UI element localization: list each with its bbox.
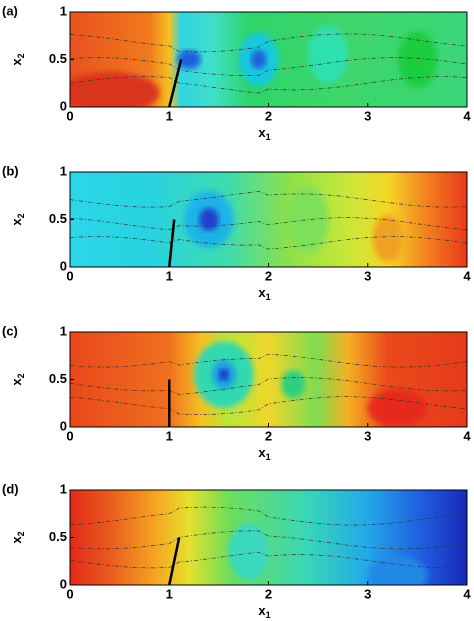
streamline: [70, 530, 467, 550]
contour-field: [70, 172, 467, 267]
x-tick-label: 3: [364, 108, 371, 123]
contour-field: [70, 332, 467, 427]
x-tick-label: 4: [463, 108, 471, 123]
y-axis-label: x2: [9, 373, 26, 385]
y-axis-label-sub: 2: [16, 531, 26, 536]
y-axis-label: x2: [9, 213, 26, 225]
x-tick-label: 0: [66, 586, 73, 601]
x-axis-label: x1: [258, 285, 270, 302]
streamline: [70, 236, 467, 250]
x-axis-label-main: x: [258, 603, 266, 618]
y-tick-label: 0.5: [49, 211, 67, 226]
streamline: [70, 377, 467, 395]
y-tick-label: 0: [60, 98, 67, 113]
y-axis-label: x2: [9, 531, 26, 543]
panel-label: (c): [2, 323, 18, 338]
y-tick-label: 1: [60, 163, 67, 178]
contour-field: [70, 490, 467, 585]
x-tick-label: 3: [364, 586, 371, 601]
x-tick-label: 2: [265, 428, 272, 443]
x-tick-label: 4: [463, 586, 471, 601]
field-blob: [281, 370, 306, 399]
x-axis-label: x1: [258, 603, 270, 620]
streamline: [70, 57, 467, 76]
field-blob: [367, 556, 428, 585]
y-tick-label: 0: [60, 576, 67, 591]
field-blob: [308, 26, 348, 84]
x-axis-label-sub: 1: [266, 292, 271, 302]
y-axis-label-main: x: [9, 536, 24, 544]
x-tick-label: 1: [166, 586, 173, 601]
y-tick-label: 1: [60, 481, 67, 496]
y-tick-label: 0: [60, 418, 67, 433]
x-tick-label: 2: [265, 586, 272, 601]
field-blob: [372, 214, 403, 263]
plate: [168, 219, 176, 267]
y-axis-label: x2: [9, 53, 26, 65]
field-blob: [70, 71, 160, 107]
y-axis-label-main: x: [9, 58, 24, 66]
plate: [168, 537, 181, 585]
x-tick-label: 2: [265, 108, 272, 123]
y-axis-label-sub: 2: [16, 213, 26, 218]
streamline: [70, 506, 467, 526]
field-blob: [367, 389, 428, 427]
field-blob: [228, 523, 269, 581]
x-tick-label: 2: [265, 268, 272, 283]
y-axis-label-main: x: [9, 218, 24, 226]
x-axis-label-sub: 1: [266, 132, 271, 142]
x-tick-label: 1: [166, 108, 173, 123]
streamline: [70, 76, 467, 94]
streamline: [70, 33, 467, 53]
field-blob: [199, 208, 219, 231]
y-tick-label: 0.5: [49, 371, 67, 386]
x-axis-label-sub: 1: [266, 610, 271, 620]
x-tick-label: 0: [66, 108, 73, 123]
x-tick-label: 4: [463, 268, 471, 283]
x-tick-label: 3: [364, 428, 371, 443]
field-blob: [397, 31, 438, 88]
plate: [168, 59, 183, 107]
panel-label: (d): [2, 481, 19, 496]
streamline: [70, 191, 467, 208]
y-tick-label: 0: [60, 258, 67, 273]
x-axis-label-main: x: [258, 445, 266, 460]
streamline: [70, 217, 467, 231]
x-axis-label-main: x: [258, 285, 266, 300]
streamline: [70, 396, 467, 415]
contour-field: [70, 12, 467, 107]
x-axis-label: x1: [258, 445, 270, 462]
y-tick-label: 0.5: [49, 529, 67, 544]
x-tick-label: 1: [166, 268, 173, 283]
y-axis-label-sub: 2: [16, 53, 26, 58]
y-axis-label-main: x: [9, 378, 24, 386]
y-axis-label-sub: 2: [16, 373, 26, 378]
x-axis-label-main: x: [258, 125, 266, 140]
y-tick-label: 0.5: [49, 51, 67, 66]
panel-label: (b): [2, 163, 19, 178]
y-tick-label: 1: [60, 3, 67, 18]
x-axis-label: x1: [258, 125, 270, 142]
y-tick-label: 1: [60, 323, 67, 338]
x-tick-label: 0: [66, 268, 73, 283]
streamline: [70, 551, 467, 569]
x-tick-label: 3: [364, 268, 371, 283]
x-tick-label: 4: [463, 428, 471, 443]
field-blob: [250, 50, 267, 69]
field-blob: [177, 50, 202, 69]
x-tick-label: 0: [66, 428, 73, 443]
field-blob: [218, 369, 229, 381]
field-background: [70, 172, 467, 267]
streamline: [70, 353, 467, 368]
x-tick-label: 1: [166, 428, 173, 443]
x-axis-label-sub: 1: [266, 452, 271, 462]
panel-label: (a): [2, 3, 18, 18]
